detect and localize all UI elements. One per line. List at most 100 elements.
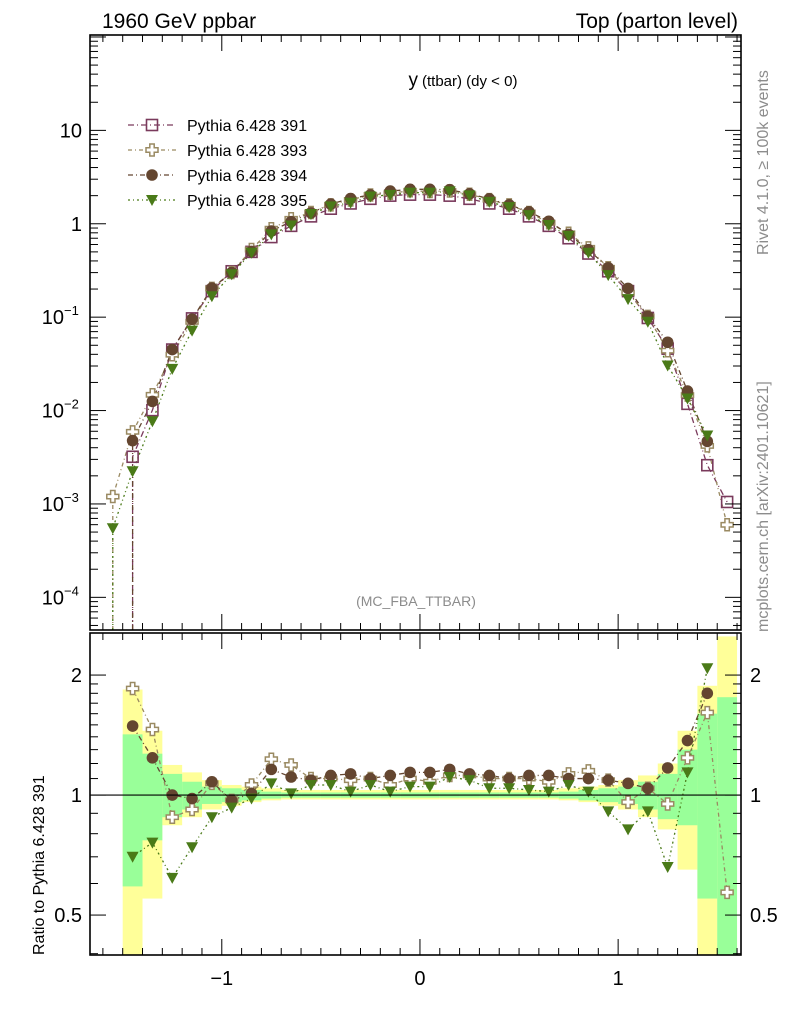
- ratio-point-393: [185, 802, 199, 817]
- ratio-point-394: [206, 775, 218, 788]
- main-point-395: [602, 270, 615, 282]
- ratio-point-394: [681, 734, 694, 747]
- ratio-point-395: [245, 793, 258, 805]
- ratio-panel-frame: [89, 632, 742, 956]
- main-point-395: [166, 363, 179, 375]
- ratio-point-395: [622, 824, 635, 836]
- main-point-395: [225, 269, 238, 281]
- legend-marker-391: [145, 118, 159, 132]
- band-inner-bin: [697, 713, 718, 899]
- main-point-395: [582, 247, 595, 259]
- plot-title-main: y: [409, 70, 419, 91]
- legend-label-395: Pythia 6.428 395: [187, 193, 307, 210]
- main-point-395: [661, 360, 674, 372]
- ratio-point-394: [503, 772, 515, 785]
- ratio-point-395: [344, 786, 357, 798]
- ratio-point-394: [126, 720, 139, 732]
- main-point-391: [720, 495, 734, 509]
- ratio-y-tick-label-right: 2: [750, 665, 761, 687]
- main-point-391: [126, 450, 139, 464]
- main-point-395: [304, 209, 317, 221]
- ratio-point-395: [225, 802, 238, 814]
- main-point-395: [146, 416, 159, 428]
- legend-label-394: Pythia 6.428 394: [187, 168, 307, 185]
- main-point-393: [720, 518, 734, 532]
- ratio-point-393: [680, 751, 695, 765]
- ratio-point-395: [146, 837, 159, 849]
- legend-marker-395: [146, 195, 158, 206]
- ratio-y-tick-label-left: 0.5: [54, 905, 82, 927]
- main-point-395: [265, 229, 278, 241]
- ratio-point-395: [186, 842, 199, 854]
- main-point-395: [681, 393, 694, 405]
- tick-base: 1: [71, 214, 82, 236]
- main-point-394: [146, 395, 159, 408]
- main-y-tick-label: 10: [60, 120, 82, 142]
- ratio-y-tick-label-right: 0.5: [750, 905, 778, 927]
- ratio-point-394: [324, 769, 337, 782]
- main-point-394: [186, 313, 198, 326]
- ratio-point-393: [660, 797, 675, 811]
- main-point-395: [503, 202, 516, 214]
- main-point-394: [126, 434, 139, 447]
- main-point-393: [106, 489, 120, 504]
- main-point-395: [384, 189, 397, 201]
- main-point-394: [622, 282, 634, 295]
- tick-base: 10: [42, 587, 64, 609]
- tick-base: 10: [42, 401, 64, 423]
- ratio-point-395: [522, 784, 535, 796]
- main-panel-frame: [89, 34, 742, 631]
- main-line-395: [112, 190, 708, 630]
- ratio-y-tick-label-left: 1: [71, 785, 82, 807]
- ratio-point-395: [443, 771, 456, 783]
- legend-marker-394: [146, 169, 158, 181]
- ratio-point-395: [602, 806, 615, 818]
- main-point-394: [166, 343, 179, 356]
- ratio-point-395: [205, 812, 218, 824]
- series-markers: [106, 183, 734, 900]
- main-point-395: [106, 523, 119, 535]
- main-point-395: [205, 291, 218, 303]
- main-point-395: [344, 197, 357, 209]
- ratio-point-394: [483, 769, 496, 782]
- ratio-point-395: [641, 806, 654, 818]
- main-point-391: [701, 458, 714, 472]
- legend-label-393: Pythia 6.428 393: [187, 143, 307, 160]
- main-y-tick-label: 10−1: [42, 303, 79, 329]
- analysis-label: (MC_FBA_TTBAR): [356, 593, 476, 609]
- ratio-point-394: [661, 762, 674, 774]
- main-point-395: [641, 316, 654, 328]
- main-point-395: [364, 191, 377, 203]
- main-line-394: [131, 188, 708, 630]
- main-point-395: [522, 210, 535, 222]
- ratio-point-394: [344, 768, 357, 780]
- main-y-tick-label: 10−3: [42, 490, 79, 516]
- ratio-point-395: [701, 663, 714, 675]
- ratio-point-393: [264, 752, 279, 766]
- main-y-tick-label: 10−4: [42, 583, 79, 609]
- main-point-395: [245, 247, 258, 259]
- ratio-y-axis-label: Ratio to Pythia 6.428 391: [31, 775, 48, 955]
- ratio-point-395: [364, 779, 377, 791]
- rivet-version-label: Rivet 4.1.0, ≥ 100k events: [755, 70, 772, 255]
- ratio-point-393: [165, 810, 179, 824]
- ratio-point-395: [404, 781, 417, 793]
- main-point-394: [661, 336, 674, 349]
- tick-exponent: −1: [64, 303, 79, 318]
- ratio-line-395: [132, 668, 708, 880]
- main-point-395: [463, 190, 476, 202]
- main-point-395: [285, 220, 298, 232]
- ratio-point-394: [424, 766, 436, 779]
- ratio-point-395: [265, 778, 278, 790]
- ratio-point-395: [582, 786, 595, 798]
- ratio-point-395: [285, 788, 298, 800]
- main-point-395: [126, 466, 139, 478]
- ratio-point-395: [562, 779, 575, 791]
- main-point-395: [701, 430, 714, 442]
- tick-base: 10: [60, 120, 82, 142]
- band-inner-bin: [142, 753, 163, 841]
- legend-marker-393: [145, 143, 159, 157]
- tick-base: 10: [42, 307, 64, 329]
- ratio-point-394: [582, 772, 595, 785]
- x-tick-label: 1: [613, 968, 624, 990]
